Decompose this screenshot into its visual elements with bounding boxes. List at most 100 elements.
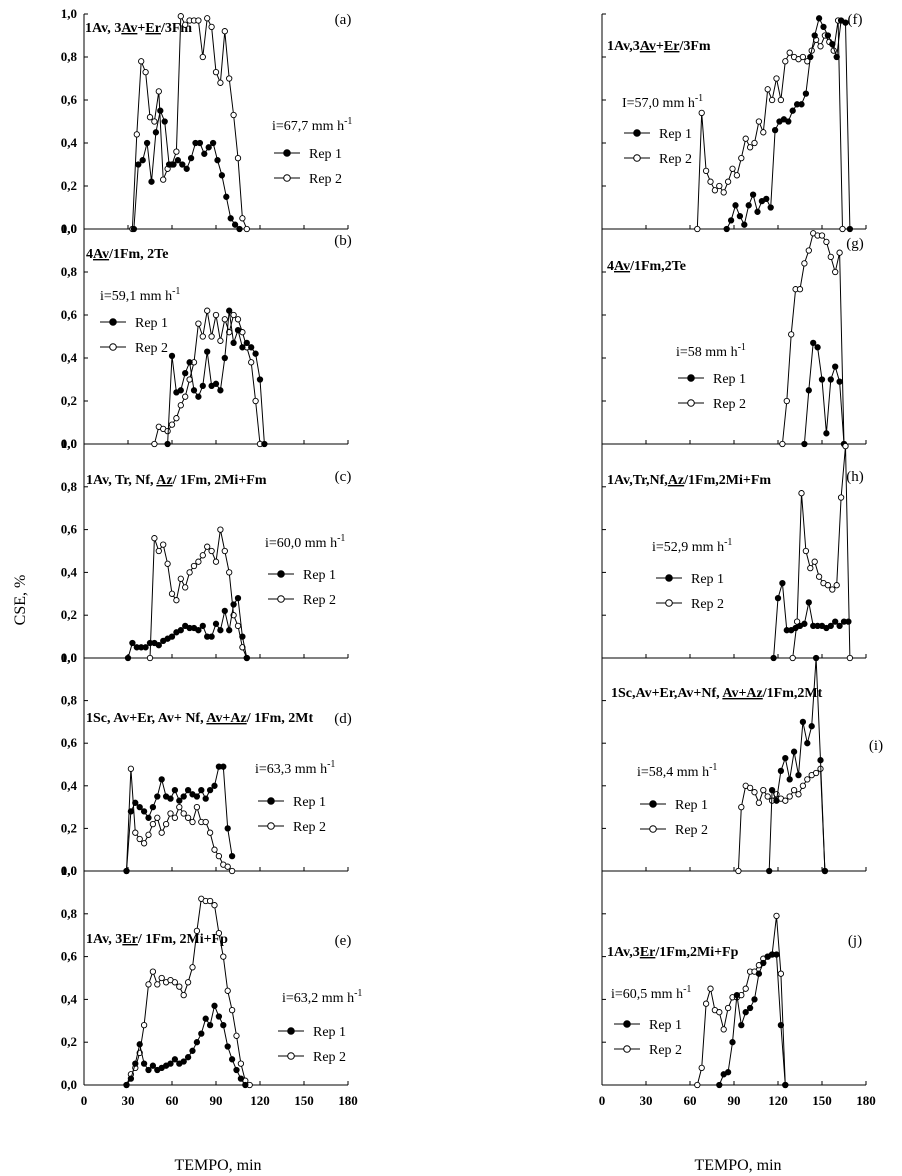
data-point-rep1: [182, 369, 189, 377]
data-point-rep1: [234, 594, 242, 602]
data-point-rep1: [801, 620, 808, 627]
data-point-rep1: [140, 808, 148, 815]
legend-label: Rep 1: [675, 798, 708, 813]
data-point-rep1: [733, 991, 741, 999]
data-point-rep1: [145, 1066, 152, 1074]
data-point-rep2: [234, 154, 242, 162]
data-point-rep1: [236, 225, 243, 233]
panel-title: 1Sc,Av+Er,Av+Nf, Av+Az/1Fm,2Mt: [611, 686, 823, 701]
y-tick-label: 0,0: [61, 650, 77, 665]
data-point-rep2: [768, 96, 776, 104]
panel-h: 1Av,Tr,Nf,Az/1Fm,2Mi+Fm (h) i=52,9 mm h-1 R…: [601, 442, 867, 662]
intensity-label: i=60,5 mm h-1: [611, 984, 691, 1002]
data-point-rep1: [149, 1062, 157, 1069]
data-point-rep2: [234, 316, 242, 323]
data-point-rep2: [208, 23, 215, 31]
data-point-rep1: [221, 354, 228, 362]
intensity-label: i=58 mm h-1: [676, 342, 746, 360]
data-point-rep2: [164, 560, 171, 567]
data-point-rep2: [186, 569, 193, 576]
x-tick-label: 30: [640, 1093, 653, 1108]
legend-label: Rep 2: [303, 593, 336, 608]
data-point-rep2: [217, 337, 224, 344]
data-point-rep2: [694, 1081, 701, 1089]
legend-marker: [687, 399, 695, 407]
data-point-rep2: [195, 558, 202, 565]
data-point-rep1: [135, 161, 142, 168]
data-point-rep1: [158, 776, 165, 783]
data-point-rep1: [180, 1058, 187, 1065]
data-point-rep1: [771, 126, 779, 134]
data-point-rep2: [729, 165, 736, 172]
data-point-rep1: [209, 139, 217, 147]
data-point-rep1: [198, 1030, 205, 1037]
data-point-rep2: [173, 148, 180, 155]
data-point-rep1: [807, 53, 814, 61]
legend-marker: [109, 343, 117, 351]
intensity-label: i=52,9 mm h-1: [652, 537, 732, 555]
data-point-rep2: [751, 789, 758, 796]
data-point-rep2: [760, 786, 767, 794]
data-point-rep2: [801, 260, 808, 267]
data-point-rep2: [184, 979, 192, 986]
data-point-rep1: [755, 970, 763, 977]
data-point-rep2: [711, 187, 719, 194]
panel-d: 0,0 0,2 0,4 0,6 0,8 1,0 1Sc, Av+Er, Av+ Nf, Av…: [61, 650, 352, 878]
data-point-rep1: [801, 440, 808, 448]
data-point-rep1: [833, 53, 840, 61]
data-point-rep1: [215, 1013, 223, 1020]
data-point-rep2: [224, 863, 231, 870]
data-point-rep1: [127, 1075, 135, 1082]
data-point-rep2: [171, 979, 179, 986]
data-point-rep2: [168, 590, 176, 597]
data-point-rep2: [815, 573, 823, 580]
data-point-rep1: [154, 793, 161, 800]
data-point-rep1: [132, 1060, 139, 1067]
data-point-rep1: [742, 1009, 749, 1016]
legend-label: Rep 2: [293, 820, 326, 835]
data-point-rep2: [790, 786, 798, 794]
data-point-rep2: [764, 793, 771, 800]
data-point-rep1: [230, 339, 237, 347]
data-point-rep1: [777, 767, 785, 775]
series-line-rep2: [737, 767, 826, 872]
data-point-rep1: [179, 161, 186, 168]
intensity-label: i=60,0 mm h-1: [265, 533, 345, 551]
data-point-rep2: [702, 1000, 710, 1007]
data-point-rep1: [767, 204, 774, 211]
data-point-rep1: [129, 639, 136, 647]
data-point-rep1: [152, 129, 160, 136]
data-point-rep2: [846, 654, 854, 662]
data-point-rep1: [243, 654, 250, 662]
data-point-rep2: [237, 1060, 245, 1067]
y-tick-label: 0,2: [61, 178, 77, 193]
y-tick-label: 0,6: [61, 522, 78, 537]
data-point-rep1: [205, 144, 212, 151]
data-point-rep1: [795, 771, 802, 779]
data-point-rep2: [158, 974, 165, 982]
data-point-rep2: [132, 829, 139, 836]
data-point-rep1: [790, 748, 798, 755]
data-point-rep1: [212, 620, 220, 627]
y-tick-label: 0,8: [61, 479, 78, 494]
data-point-rep1: [157, 107, 164, 114]
data-point-rep1: [773, 951, 780, 958]
data-point-rep1: [201, 150, 208, 157]
data-point-rep2: [193, 927, 201, 935]
legend-marker: [283, 174, 291, 182]
data-point-rep1: [785, 118, 792, 125]
data-point-rep1: [171, 1056, 179, 1063]
data-point-rep1: [171, 786, 179, 794]
legend-marker: [267, 822, 275, 830]
data-point-rep2: [751, 139, 758, 147]
data-point-rep2: [199, 53, 206, 61]
data-point-rep2: [842, 442, 849, 450]
data-point-rep1: [798, 101, 805, 108]
data-point-rep1: [808, 723, 815, 730]
data-point-rep2: [720, 189, 727, 196]
y-tick-label: 0,0: [61, 863, 77, 878]
data-point-rep2: [176, 803, 183, 811]
data-point-rep1: [827, 622, 834, 630]
data-point-rep2: [228, 1006, 236, 1014]
data-point-rep2: [193, 803, 201, 811]
